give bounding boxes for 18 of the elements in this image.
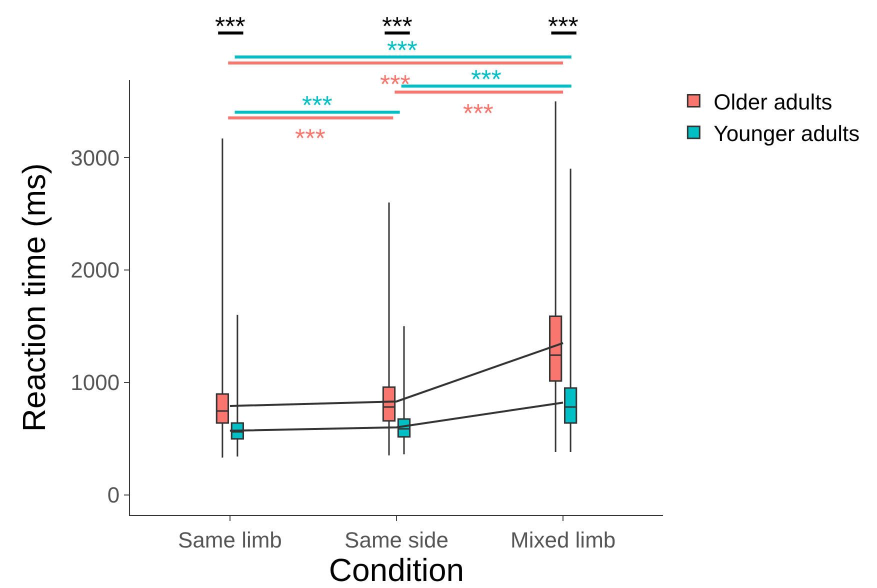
y-axis-title: Reaction time (ms) — [16, 163, 52, 432]
x-tick-label: Same side — [344, 527, 448, 552]
legend-label: Younger adults — [714, 120, 860, 146]
annotation: *** — [471, 64, 502, 94]
y-tick-label: 3000 — [70, 145, 120, 170]
y-tick-label: 1000 — [70, 370, 120, 396]
x-tick-label: Same limb — [178, 527, 282, 552]
annotation: *** — [302, 90, 332, 120]
text: *** — [548, 11, 578, 41]
y-tick-label: 0 — [107, 482, 120, 508]
text: *** — [215, 11, 246, 41]
annotation: *** — [463, 98, 494, 128]
annotation: *** — [380, 69, 410, 99]
y-tick-label: 2000 — [70, 258, 120, 283]
annotation: *** — [295, 123, 326, 153]
x-tick-label: Mixed limb — [510, 527, 616, 552]
x-axis-title: Condition — [328, 552, 464, 588]
legend-label: Older adults — [714, 89, 832, 114]
